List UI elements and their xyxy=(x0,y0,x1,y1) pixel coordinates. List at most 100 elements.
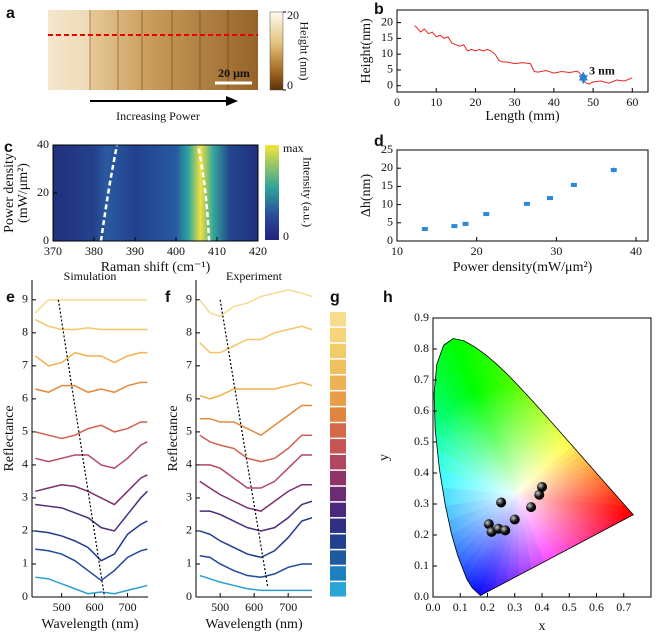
y-tick-label: 20 xyxy=(381,14,393,28)
panel-label: a xyxy=(6,5,15,22)
color-swatch xyxy=(330,486,346,502)
y-tick-label: 0.6 xyxy=(414,403,429,417)
y-axis-label: (mW/μm²) xyxy=(16,163,31,223)
x-tick-label: 370 xyxy=(44,244,62,258)
reflectance-curve xyxy=(35,474,148,506)
panel-label: g xyxy=(330,289,340,306)
y-tick-label: 0 xyxy=(43,233,49,247)
reflectance-curve xyxy=(199,381,313,400)
y-tick-label: 5 xyxy=(387,62,393,76)
color-swatch xyxy=(330,534,346,549)
y-tick-label: 0.2 xyxy=(414,527,429,541)
color-swatch xyxy=(330,375,346,390)
y-tick-label: 15 xyxy=(381,178,393,192)
point xyxy=(451,224,458,229)
reflectance-curve xyxy=(34,351,148,367)
panel-label: d xyxy=(374,133,384,150)
color-swatch xyxy=(330,423,346,438)
scale-bar-label: 20 μm xyxy=(218,66,250,80)
y-tick-label: 7 xyxy=(186,358,192,372)
color-swatch xyxy=(330,391,346,406)
color-swatch xyxy=(330,327,346,343)
colorbar xyxy=(269,11,284,91)
reflectance-curve xyxy=(34,299,148,314)
panel-label: b xyxy=(374,1,384,18)
reflectance-curve xyxy=(199,404,312,437)
y-axis-label: Δh(nm) xyxy=(359,174,374,218)
afm-bands xyxy=(89,10,229,90)
x-tick-label: 380 xyxy=(85,244,103,258)
y-axis-label: y xyxy=(377,454,392,461)
colorbar-tick-label: max xyxy=(283,141,304,155)
y-tick-label: 2 xyxy=(22,523,28,537)
reflectance-curve xyxy=(199,500,313,532)
x-tick-label: 0.5 xyxy=(562,600,577,614)
y-tick-label: 9 xyxy=(22,292,28,306)
reflectance-curve xyxy=(35,548,148,582)
y-tick-label: 0.8 xyxy=(414,341,429,355)
color-swatch xyxy=(330,407,346,422)
x-tick-label: 500 xyxy=(211,600,229,614)
panel-label: h xyxy=(383,289,393,306)
y-tick-label: 5 xyxy=(186,424,192,438)
panel-label: c xyxy=(4,139,13,156)
y-tick-label: 8 xyxy=(186,325,192,339)
x-tick-label: 10 xyxy=(430,95,442,109)
y-axis-label: Reflectance xyxy=(2,405,17,471)
x-tick-label: 0 xyxy=(394,95,400,109)
y-tick-label: 40 xyxy=(37,137,49,151)
x-tick-label: 50 xyxy=(587,95,599,109)
color-swatch xyxy=(330,550,346,565)
reflectance-curve xyxy=(35,576,148,595)
point xyxy=(534,489,545,500)
reflectance-curve xyxy=(34,318,148,331)
reflectance-curve xyxy=(199,480,312,512)
y-tick-label: 4 xyxy=(186,457,192,471)
point xyxy=(546,196,553,201)
point xyxy=(483,519,494,530)
reflectance-curve xyxy=(199,325,313,354)
reflectance-curve xyxy=(199,434,312,463)
x-tick-label: 0.1 xyxy=(453,600,468,614)
point xyxy=(421,226,428,231)
reflectance-curve xyxy=(199,289,313,318)
trend-line xyxy=(57,299,106,598)
y-tick-label: 1 xyxy=(186,556,192,570)
color-swatch xyxy=(330,566,346,581)
panel-title: Simulation xyxy=(64,269,117,283)
y-tick-label: 2 xyxy=(186,523,192,537)
y-tick-label: 7 xyxy=(22,358,28,372)
x-tick-label: 0.4 xyxy=(535,600,550,614)
color-swatch xyxy=(330,439,346,454)
x-tick-label: 20 xyxy=(469,95,481,109)
plot-frame xyxy=(396,9,649,93)
x-axis-label: Wavelength (nm) xyxy=(41,617,139,632)
y-tick-label: 0.3 xyxy=(414,496,429,510)
colorbar-tick-label: 20 xyxy=(287,8,299,22)
guide-curve xyxy=(99,144,119,242)
x-tick-label: 410 xyxy=(208,244,226,258)
point xyxy=(610,168,617,173)
x-tick-label: 60 xyxy=(626,95,638,109)
x-tick-label: 500 xyxy=(53,600,71,614)
x-tick-label: 400 xyxy=(167,244,185,258)
point xyxy=(500,525,511,536)
color-swatch xyxy=(330,502,346,518)
guide-curve xyxy=(196,144,211,242)
colorbar xyxy=(265,145,279,240)
color-swatch xyxy=(330,359,346,375)
y-axis-label: Reflectance xyxy=(166,405,181,471)
x-tick-label: 10 xyxy=(391,244,403,258)
y-tick-label: 1 xyxy=(22,556,28,570)
x-tick-label: 0.3 xyxy=(507,600,522,614)
y-tick-label: 0 xyxy=(387,233,393,247)
annotation: 3 nm xyxy=(589,63,615,77)
y-tick-label: 3 xyxy=(186,490,192,504)
x-axis-label: Wavelength (nm) xyxy=(205,617,303,632)
y-tick-label: 25 xyxy=(381,142,393,156)
y-tick-label: 8 xyxy=(22,325,28,339)
point xyxy=(523,201,530,206)
y-axis-label: Height(nm) xyxy=(359,18,374,84)
y-tick-label: 4 xyxy=(22,457,28,471)
